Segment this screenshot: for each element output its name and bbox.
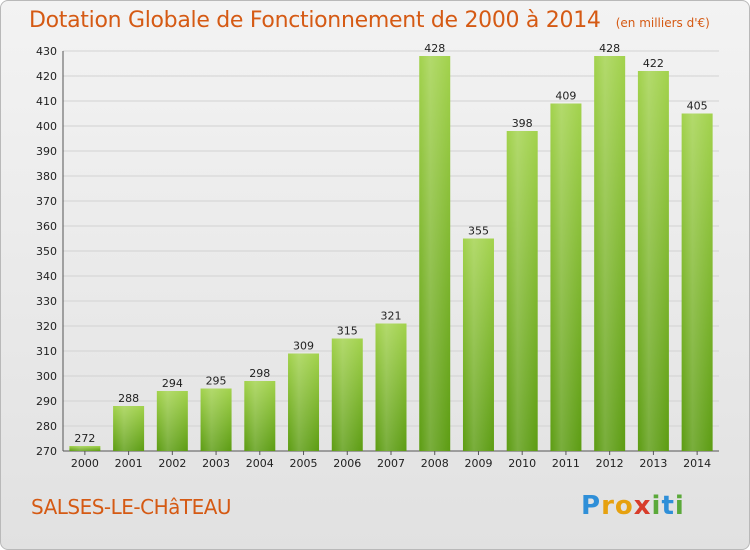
logo-letter: P xyxy=(581,491,602,521)
labels: 270 280 290 300 310 320 330 340 350 360 370 380 390 4… xyxy=(36,42,711,470)
y-tick-label: 380 xyxy=(36,170,57,183)
x-tick-label: 2006 xyxy=(333,457,361,470)
bar-highlight xyxy=(156,391,188,451)
data-label: 355 xyxy=(468,225,489,238)
bar-highlight xyxy=(244,381,276,451)
bar-highlight xyxy=(419,56,451,451)
x-tick-label: 2008 xyxy=(421,457,449,470)
y-tick-label: 290 xyxy=(36,395,57,408)
logo-letter: i xyxy=(674,491,685,521)
data-label: 428 xyxy=(424,42,445,55)
y-tick-label: 420 xyxy=(36,70,57,83)
bar-highlight xyxy=(550,103,582,451)
x-tick-label: 2005 xyxy=(290,457,318,470)
bar-highlight xyxy=(113,406,145,451)
logo-letter: i xyxy=(651,491,662,521)
data-label: 422 xyxy=(643,57,664,70)
logo-letter: o xyxy=(614,491,634,521)
y-tick-label: 410 xyxy=(36,95,57,108)
logo-letter: x xyxy=(633,491,652,521)
data-label: 398 xyxy=(512,117,533,130)
data-label: 288 xyxy=(118,392,139,405)
y-tick-label: 280 xyxy=(36,420,57,433)
y-tick-label: 360 xyxy=(36,220,57,233)
data-label: 309 xyxy=(293,340,314,353)
commune-name: SALSES-LE-CHâTEAU xyxy=(31,495,232,519)
data-label: 295 xyxy=(206,375,227,388)
x-tick-label: 2012 xyxy=(596,457,624,470)
y-tick-label: 320 xyxy=(36,320,57,333)
x-tick-label: 2004 xyxy=(246,457,274,470)
bar-highlight xyxy=(69,446,101,451)
x-tick-label: 2011 xyxy=(552,457,580,470)
logo-letter: r xyxy=(601,491,615,521)
bar-highlight xyxy=(681,113,713,451)
chart-unit-note: (en milliers d'€) xyxy=(615,16,710,30)
y-tick-label: 370 xyxy=(36,195,57,208)
x-tick-label: 2000 xyxy=(71,457,99,470)
data-label: 428 xyxy=(599,42,620,55)
x-tick-label: 2013 xyxy=(639,457,667,470)
data-label: 272 xyxy=(74,432,95,445)
data-label: 315 xyxy=(337,325,358,338)
x-tick-label: 2001 xyxy=(115,457,143,470)
data-label: 294 xyxy=(162,377,183,390)
x-tick-label: 2007 xyxy=(377,457,405,470)
y-tick-label: 430 xyxy=(36,45,57,58)
y-tick-label: 350 xyxy=(36,245,57,258)
bar-highlight xyxy=(462,238,494,451)
bars xyxy=(69,56,713,451)
x-tick-label: 2003 xyxy=(202,457,230,470)
bar-highlight xyxy=(200,388,232,451)
y-tick-label: 340 xyxy=(36,270,57,283)
x-tick-label: 2002 xyxy=(158,457,186,470)
y-tick-label: 270 xyxy=(36,445,57,458)
title-row: Dotation Globale de Fonctionnement de 20… xyxy=(29,8,710,33)
data-label: 298 xyxy=(249,367,270,380)
x-tick-label: 2010 xyxy=(508,457,536,470)
data-label: 321 xyxy=(381,310,402,323)
y-tick-label: 390 xyxy=(36,145,57,158)
y-tick-label: 330 xyxy=(36,295,57,308)
y-tick-label: 400 xyxy=(36,120,57,133)
y-tick-label: 300 xyxy=(36,370,57,383)
chart-title: Dotation Globale de Fonctionnement de 20… xyxy=(29,8,601,33)
bar-highlight xyxy=(375,323,407,451)
bar-highlight xyxy=(506,131,538,451)
bar-highlight xyxy=(331,338,363,451)
data-label: 409 xyxy=(555,90,576,103)
bar-highlight xyxy=(594,56,626,451)
bar-highlight xyxy=(637,71,669,451)
x-tick-label: 2009 xyxy=(464,457,492,470)
y-tick-label: 310 xyxy=(36,345,57,358)
x-tick-label: 2014 xyxy=(683,457,711,470)
data-label: 405 xyxy=(687,100,708,113)
bar-highlight xyxy=(288,353,320,451)
logo-letter: t xyxy=(661,491,675,521)
proxiti-logo: Proxiti xyxy=(581,491,685,521)
